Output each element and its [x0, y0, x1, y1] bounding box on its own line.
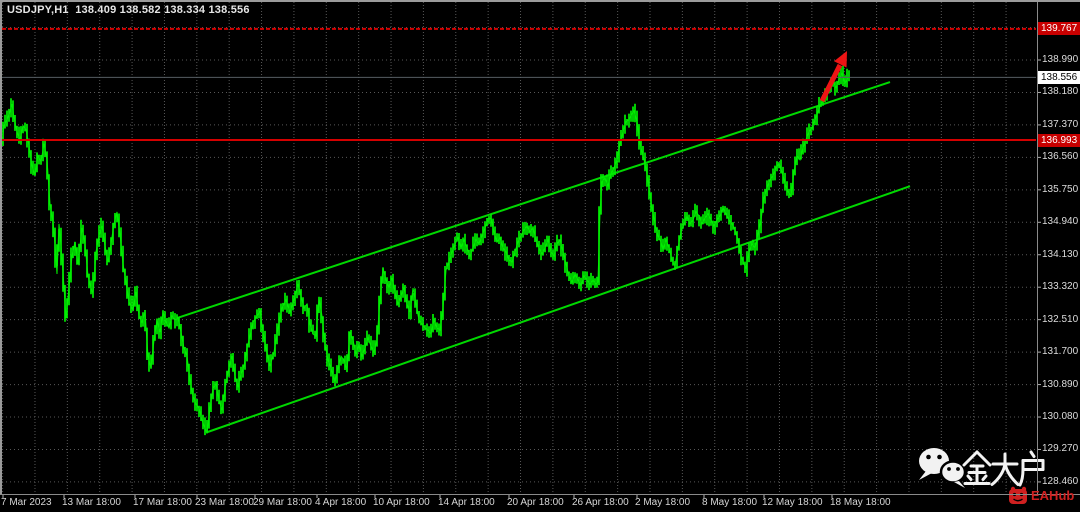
lower-channel-line[interactable]: [206, 185, 911, 434]
price-tick-label: 128.460: [1042, 475, 1079, 487]
price-tick-label: 136.560: [1042, 151, 1079, 163]
time-tick-label: 14 Apr 18:00: [438, 497, 495, 508]
price-tick-label: 138.990: [1042, 54, 1079, 65]
current-price-label: 138.556: [1038, 70, 1080, 84]
time-tick-label: 7 Mar 2023: [1, 497, 52, 508]
time-axis-separator: [0, 494, 1080, 495]
alert-price-label: 136.993: [1038, 133, 1080, 147]
time-tick-label: 20 Apr 18:00: [507, 497, 564, 508]
time-tick-label: 8 May 18:00: [702, 497, 758, 508]
alert-price-label: 139.767: [1038, 22, 1080, 36]
wechat-icon: [919, 448, 967, 488]
upper-channel-line[interactable]: [176, 81, 891, 320]
time-tick-label: 23 Mar 18:00: [195, 497, 254, 508]
price-tick-label: 135.750: [1042, 183, 1079, 195]
time-tick-label: 18 May 18:00: [830, 497, 891, 508]
price-tick-label: 132.510: [1042, 313, 1079, 325]
price-tick-label: 137.370: [1042, 118, 1079, 130]
price-axis-separator: [1037, 2, 1038, 494]
grid-lines: [2, 2, 1036, 493]
time-tick-label: 12 May 18:00: [762, 497, 823, 508]
symbol-ohlc-title: USDJPY,H1 138.409 138.582 138.334 138.55…: [7, 4, 250, 16]
time-tick-label: 2 May 18:00: [635, 497, 691, 508]
time-tick-label: 13 Mar 18:00: [62, 497, 121, 508]
price-tick-label: 130.890: [1042, 378, 1079, 390]
price-tick-label: 130.080: [1042, 411, 1079, 423]
price-tick-label: 131.700: [1042, 346, 1079, 358]
window-border-top: [0, 0, 1080, 2]
window-border-left: [0, 0, 2, 494]
price-tick-label: 134.130: [1042, 248, 1079, 260]
breakout-arrow-icon: [819, 51, 847, 103]
watermark-text: [962, 450, 1045, 487]
time-tick-label: 26 Apr 18:00: [572, 497, 629, 508]
time-tick-label: 29 Mar 18:00: [253, 497, 312, 508]
price-tick-label: 133.320: [1042, 281, 1079, 293]
trend-channel: [176, 81, 911, 434]
price-tick-label: 129.270: [1042, 443, 1079, 455]
time-tick-label: 17 Mar 18:00: [133, 497, 192, 508]
price-tick-label: 138.180: [1042, 86, 1079, 98]
candles: [0, 65, 850, 436]
brand-mascot-icon: [1009, 486, 1027, 504]
time-tick-label: 4 Apr 18:00: [315, 497, 367, 508]
time-tick-label: 10 Apr 18:00: [373, 497, 430, 508]
axis-ticks: [2, 28, 1041, 498]
brand-label: EAHub: [1031, 488, 1075, 503]
level-lines: [2, 27, 1036, 142]
price-tick-label: 134.940: [1042, 216, 1079, 228]
